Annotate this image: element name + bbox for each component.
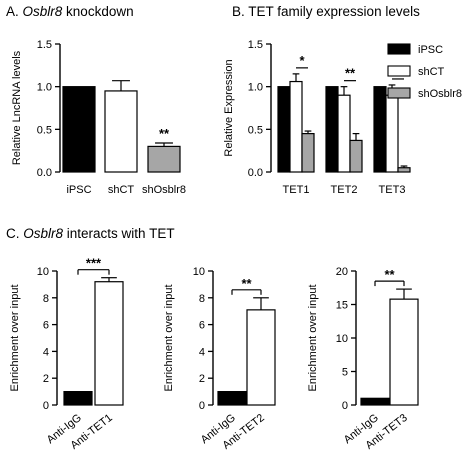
panel-rest-c: interacts with TET bbox=[63, 226, 175, 241]
chart-c3-bar bbox=[389, 298, 419, 406]
chart-c2-y-label: Enrichment over input bbox=[163, 285, 175, 392]
chart-c1-significance-label: *** bbox=[86, 256, 102, 271]
chart-b-bar bbox=[373, 86, 387, 173]
chart-b-category-label: TET2 bbox=[331, 184, 358, 196]
chart-c2-bar bbox=[217, 391, 247, 406]
panel-italic-a: Osblr8 bbox=[22, 4, 63, 19]
chart-b-bar bbox=[349, 139, 363, 173]
chart-c3-y-tick-label: 20 bbox=[336, 266, 348, 278]
chart-b-category-label: TET3 bbox=[379, 184, 406, 196]
chart-b-y-tick-label: 0.5 bbox=[248, 124, 263, 136]
chart-c3-significance-label: ** bbox=[384, 267, 395, 282]
chart-c1-y-tick-label: 2 bbox=[43, 373, 49, 385]
chart-b-bar bbox=[397, 167, 411, 173]
chart-a-category-label: shCT bbox=[108, 184, 135, 196]
chart-b-category-label: TET1 bbox=[283, 184, 310, 196]
panel-letter-b: B. bbox=[232, 4, 245, 19]
chart-b-bar bbox=[325, 86, 339, 173]
panel-title-b: B. TET family expression levels bbox=[232, 4, 420, 19]
chart-a-bar bbox=[62, 86, 96, 173]
chart-b-bar bbox=[337, 94, 351, 173]
chart-c3-y-tick-label: 0 bbox=[342, 400, 348, 412]
chart-a-y-tick-label: 1.0 bbox=[37, 82, 52, 94]
chart-a-y-tick-label: 0.5 bbox=[37, 124, 52, 136]
chart-a-bar bbox=[147, 145, 181, 173]
panel-letter-a: A. bbox=[6, 4, 19, 19]
chart-a-y-tick-label: 1.5 bbox=[37, 39, 52, 51]
chart-a-significance-label: ** bbox=[159, 126, 170, 141]
chart-a-y-label: Relative LncRNA levels bbox=[11, 50, 23, 165]
chart-b-significance-label: ** bbox=[345, 66, 356, 81]
chart-c2-y-tick-label: 0 bbox=[199, 400, 205, 412]
chart-b-significance-label: * bbox=[299, 53, 305, 68]
chart-c3-y-tick-label: 10 bbox=[336, 333, 348, 345]
chart-a-bar bbox=[104, 90, 138, 173]
chart-c2-y-tick-label: 8 bbox=[199, 293, 205, 305]
chart-a-category-label: iPSC bbox=[66, 184, 91, 196]
chart-b-legend-label: shCT bbox=[418, 66, 445, 78]
chart-c2-significance-label: ** bbox=[241, 276, 252, 291]
panel-title-a: A. Osblr8 knockdown bbox=[6, 4, 134, 19]
chart-b-bar bbox=[289, 80, 303, 173]
chart-c3-bar bbox=[360, 397, 390, 406]
chart-c3-y-label: Enrichment over input bbox=[307, 285, 319, 392]
chart-c1-y-tick-label: 8 bbox=[43, 293, 49, 305]
panel-rest-a: knockdown bbox=[62, 4, 134, 19]
chart-c3-y-tick-label: 5 bbox=[342, 367, 348, 379]
panel-letter-c: C. bbox=[6, 226, 20, 241]
panel-rest-b: TET family expression levels bbox=[248, 4, 420, 19]
chart-b-y-label: Relative Expression bbox=[223, 59, 235, 156]
chart-b-y-tick-label: 1.0 bbox=[248, 82, 263, 94]
chart-c1-y-tick-label: 6 bbox=[43, 320, 49, 332]
chart-b-y-tick-label: 0.0 bbox=[248, 167, 263, 179]
chart-b-bar bbox=[301, 133, 315, 173]
chart-c2-y-tick-label: 6 bbox=[199, 320, 205, 332]
chart-b-legend-swatch bbox=[387, 65, 411, 77]
chart-c2-y-tick-label: 4 bbox=[199, 346, 205, 358]
chart-b-bar bbox=[277, 86, 291, 173]
panel-title-c: C. Osblr8 interacts with TET bbox=[6, 226, 175, 241]
chart-c1-y-label: Enrichment over input bbox=[9, 285, 21, 392]
chart-b-legend-label: shOsblr8 bbox=[418, 88, 462, 100]
chart-a-category-label: shOsblr8 bbox=[142, 184, 186, 196]
chart-c1-y-tick-label: 10 bbox=[37, 266, 49, 278]
chart-b-bar bbox=[385, 94, 399, 173]
chart-c2-y-tick-label: 10 bbox=[193, 266, 205, 278]
chart-b-legend-label: iPSC bbox=[418, 44, 443, 56]
chart-c1-y-tick-label: 0 bbox=[43, 400, 49, 412]
chart-c2-bar bbox=[246, 309, 276, 406]
chart-c2-y-tick-label: 2 bbox=[199, 373, 205, 385]
chart-c1-y-tick-label: 4 bbox=[43, 346, 49, 358]
chart-c1-bar bbox=[94, 281, 124, 406]
chart-a-y-tick-label: 0.0 bbox=[37, 167, 52, 179]
panel-italic-c: Osblr8 bbox=[23, 226, 64, 241]
chart-b-y-tick-label: 1.5 bbox=[248, 39, 263, 51]
chart-b-legend-swatch bbox=[387, 43, 411, 55]
chart-c3-y-tick-label: 15 bbox=[336, 300, 348, 312]
chart-c1-bar bbox=[63, 391, 93, 406]
chart-b-legend-swatch bbox=[387, 87, 411, 99]
